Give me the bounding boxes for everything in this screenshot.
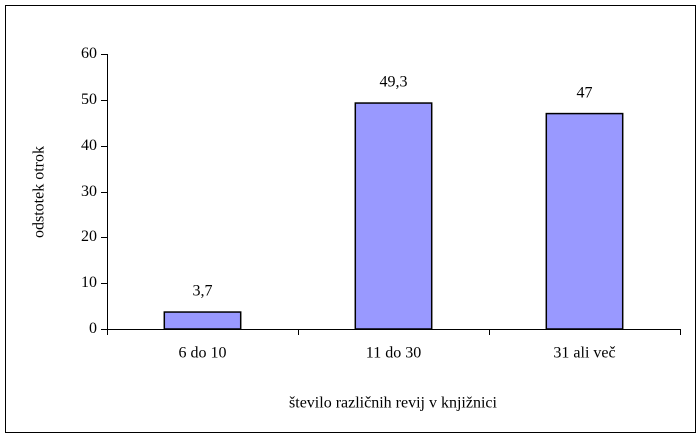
value-label: 3,7 [193,283,213,300]
x-tick-label: 31 ali več [553,345,615,362]
value-label: 49,3 [380,74,408,91]
y-tick-label: 20 [81,228,97,245]
y-tick-label: 10 [81,274,97,291]
y-tick-label: 60 [81,45,97,62]
y-axis-label: odstotek otrok [31,146,48,238]
y-tick-label: 30 [81,183,97,200]
y-tick-label: 0 [89,320,97,337]
x-axis-label: število različnih revij v knjižnici [289,395,497,412]
bar [163,311,242,330]
value-label: 47 [577,84,593,101]
y-tick-label: 50 [81,91,97,108]
x-tick-label: 11 do 30 [366,345,421,362]
bar [545,112,624,330]
y-tick-label: 40 [81,137,97,154]
x-tick-label: 6 do 10 [179,345,227,362]
bar [354,102,433,330]
